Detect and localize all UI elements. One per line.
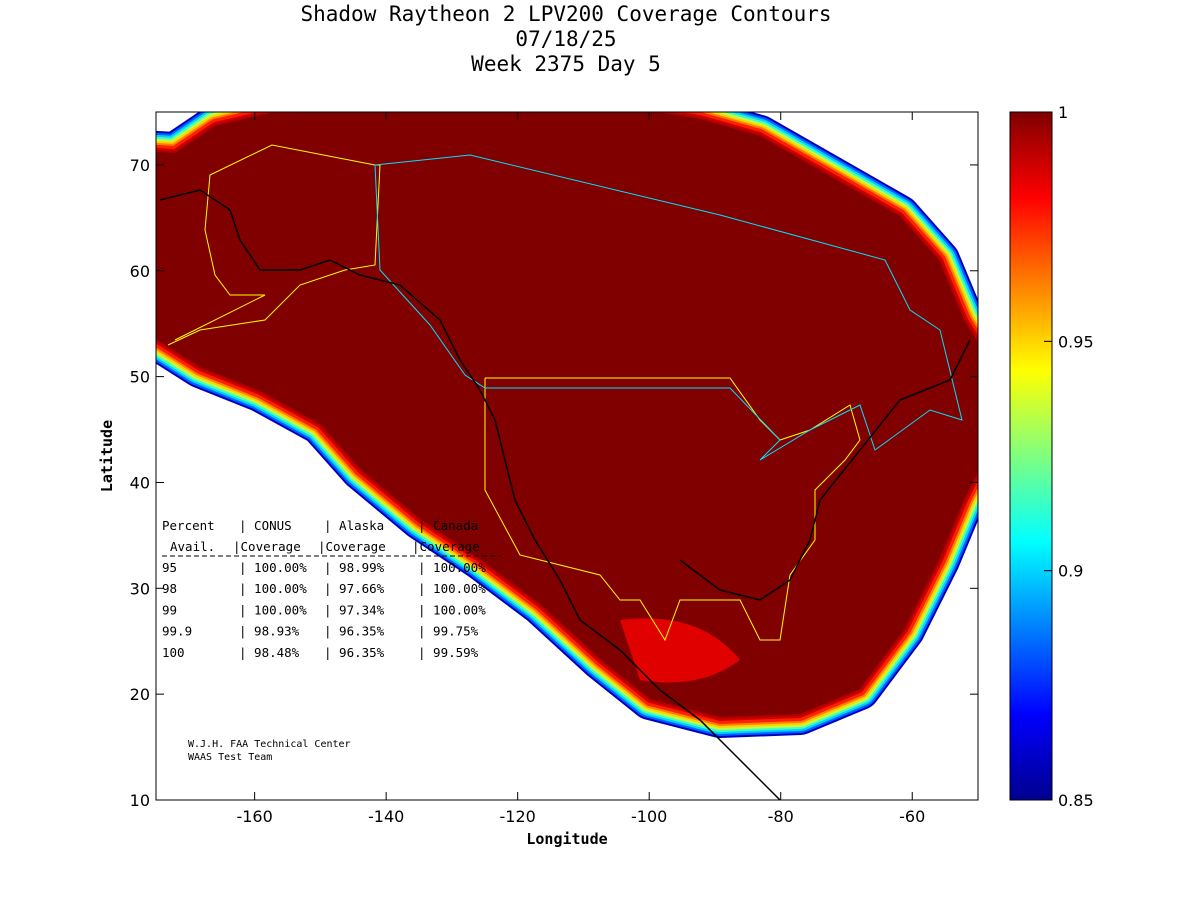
table-header1-cell: Percent (162, 518, 215, 533)
y-tick-label: 30 (130, 579, 150, 598)
table-row-cell: | 100.00% (418, 581, 486, 596)
colorbar-tick-label: 0.95 (1058, 332, 1094, 351)
coverage-band-gulf (620, 618, 740, 683)
table-row-cell: 99 (162, 602, 177, 617)
chart-title-line1: Shadow Raytheon 2 LPV200 Coverage Contou… (300, 2, 831, 26)
x-tick-label: -120 (500, 807, 536, 826)
plot-area (156, 112, 978, 800)
table-row-cell: | 100.00% (239, 581, 307, 596)
x-tick-label: -100 (631, 807, 667, 826)
table-header1-cell: | Canada (418, 518, 478, 533)
table-row-cell: | 98.99% (324, 560, 385, 575)
x-tick-label: -140 (368, 807, 404, 826)
table-row-cell: | 96.35% (324, 624, 385, 639)
table-header2-cell: |Coverage (412, 539, 480, 554)
y-tick-label: 60 (130, 262, 150, 281)
table-header2-cell: Avail. (170, 539, 215, 554)
coverage-core (156, 112, 978, 720)
x-tick-label: -160 (236, 807, 272, 826)
x-tick-label: -80 (768, 807, 794, 826)
table-row-cell: | 100.00% (239, 560, 307, 575)
colorbar-tick-label: 0.9 (1058, 562, 1083, 581)
table-header2-cell: |Coverage (318, 539, 386, 554)
chart-title-line3: Week 2375 Day 5 (471, 52, 661, 76)
y-axis-label: Latitude (98, 420, 116, 492)
colorbar-ticks: 0.85 0.9 0.95 1 (1044, 103, 1094, 810)
coastline-atlantic (679, 339, 971, 601)
table-header1-cell: | Alaska (324, 518, 384, 533)
credit-line1: W.J.H. FAA Technical Center (188, 739, 351, 750)
conus-boundary (484, 377, 861, 642)
colorbar (1009, 111, 1053, 801)
table-row-cell: 98 (162, 581, 177, 596)
y-tick-label: 40 (130, 473, 150, 492)
chart-title-line2: 07/18/25 (515, 27, 616, 51)
canada-boundary (374, 154, 963, 461)
coverage-table: Percent | CONUS | Alaska | Canada Avail. |Cov… (162, 518, 500, 660)
table-row-cell: | 100.00% (418, 560, 486, 575)
coastline-pacific (159, 189, 781, 800)
y-tick-label: 20 (130, 685, 150, 704)
colorbar-tick-label: 0.85 (1058, 791, 1094, 810)
table-row-cell: 100 (162, 645, 185, 660)
table-row-cell: 99.9 (162, 624, 192, 639)
credit-line2: WAAS Test Team (188, 752, 272, 763)
table-row-cell: | 97.66% (324, 581, 385, 596)
table-row-cell: 95 (162, 560, 177, 575)
table-row-cell: | 100.00% (239, 602, 307, 617)
table-header2-cell: |Coverage (233, 539, 301, 554)
table-row-cell: | 96.35% (324, 645, 385, 660)
colorbar-tick-label: 1 (1058, 103, 1068, 122)
table-header1-cell: | CONUS (239, 518, 292, 533)
table-row-cell: | 97.34% (324, 602, 385, 617)
x-tick-label: -60 (899, 807, 925, 826)
table-row-cell: | 100.00% (418, 602, 486, 617)
table-row-cell: | 98.48% (239, 645, 300, 660)
table-row-cell: | 98.93% (239, 624, 300, 639)
axis-ticks: -160 -140 -120 -100 -80 -60 10 20 30 40 50 60 70 (130, 112, 978, 826)
table-row-cell: | 99.59% (418, 645, 479, 660)
y-tick-label: 50 (130, 368, 150, 387)
plot-frame (155, 111, 979, 801)
x-axis-label: Longitude (526, 830, 607, 848)
table-row-cell: | 99.75% (418, 624, 479, 639)
y-tick-label: 10 (130, 791, 150, 810)
y-tick-label: 70 (130, 156, 150, 175)
